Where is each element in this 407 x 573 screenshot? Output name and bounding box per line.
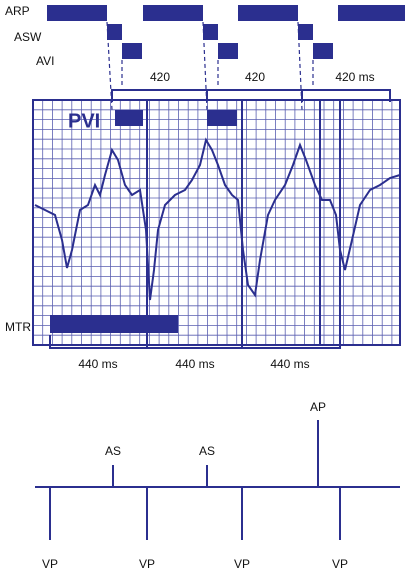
vertical-markers <box>146 100 341 345</box>
ecg-trace <box>34 137 401 301</box>
avi-label: AVI <box>36 54 54 68</box>
ap-marker: AP <box>310 400 326 414</box>
vp-marker: VP <box>234 557 250 571</box>
pvi-bar <box>115 110 143 126</box>
arp-label: ARP <box>5 4 30 18</box>
interval-label: 420 ms <box>335 70 374 84</box>
mtr-label: MTR <box>5 320 31 334</box>
as-marker: AS <box>199 444 215 458</box>
interval-label: 440 ms <box>175 357 214 371</box>
timing-bars <box>47 5 405 59</box>
interval-label: 440 ms <box>270 357 309 371</box>
interval-label: 440 ms <box>78 357 117 371</box>
interval-label: 420 <box>245 70 265 84</box>
marker-channel <box>35 420 400 540</box>
mtr-bar <box>50 315 178 333</box>
ecg-grid <box>32 99 400 345</box>
pvi-label: PVI <box>68 110 100 132</box>
as-marker: AS <box>105 444 121 458</box>
vp-marker: VP <box>42 557 58 571</box>
lower-bracket <box>49 335 341 349</box>
vp-marker: VP <box>139 557 155 571</box>
ecg-frame <box>32 99 401 346</box>
pvi-bar <box>207 110 237 126</box>
interval-label: 420 <box>150 70 170 84</box>
asw-label: ASW <box>14 30 42 44</box>
vp-marker: VP <box>332 557 348 571</box>
